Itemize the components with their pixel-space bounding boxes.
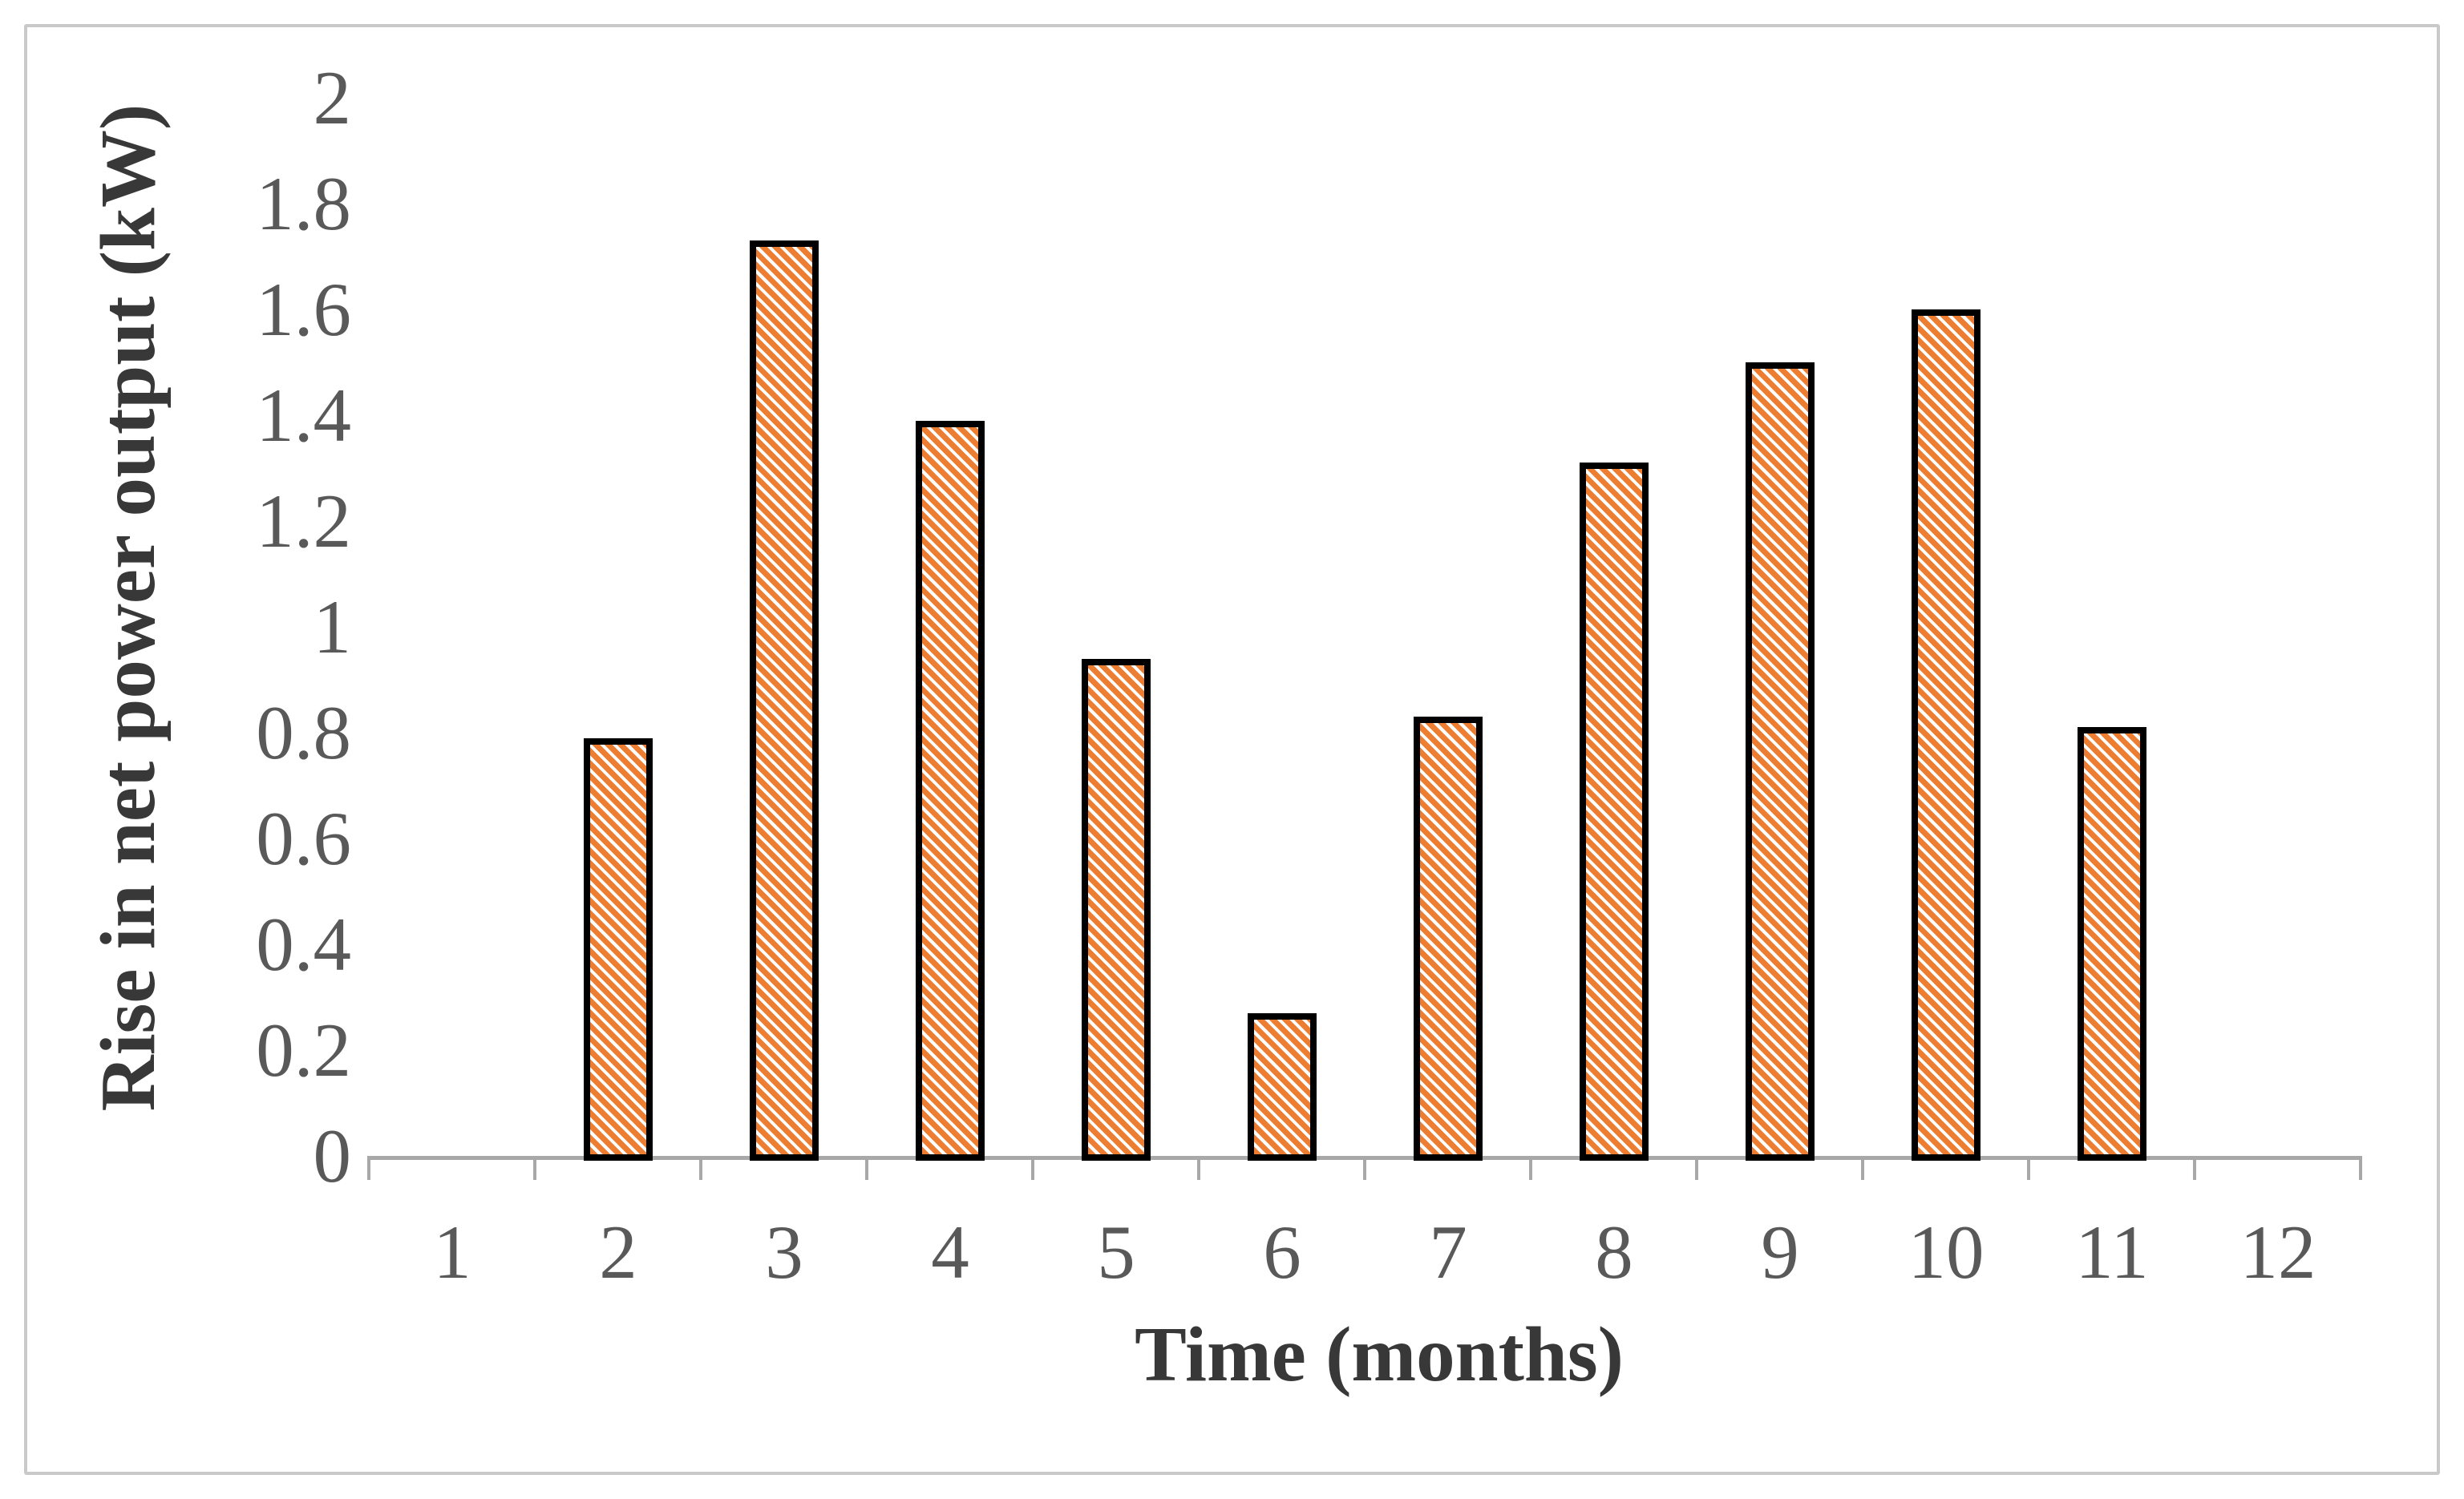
x-axis-tick — [699, 1156, 702, 1180]
x-axis-tick — [2027, 1156, 2030, 1180]
y-tick-label: 0.2 — [256, 1008, 351, 1093]
y-tick-label: 1.8 — [256, 161, 351, 246]
y-tick-label: 1 — [313, 584, 352, 669]
y-tick-label: 1.6 — [256, 267, 351, 352]
bar-month-11 — [2078, 727, 2146, 1161]
bar-month-4 — [916, 421, 985, 1161]
x-axis-tick — [1695, 1156, 1698, 1180]
x-tick-label: 4 — [931, 1210, 969, 1295]
x-axis-tick — [1197, 1156, 1200, 1180]
x-axis-tick — [865, 1156, 868, 1180]
x-tick-label: 9 — [1761, 1210, 1799, 1295]
bar-month-9 — [1746, 362, 1815, 1161]
x-tick-label: 1 — [433, 1210, 471, 1295]
bar-month-10 — [1912, 309, 1981, 1161]
x-axis-tick — [533, 1156, 536, 1180]
x-axis-tick — [2193, 1156, 2196, 1180]
y-tick-label: 0 — [313, 1113, 352, 1198]
x-axis-tick — [1861, 1156, 1864, 1180]
x-tick-label: 3 — [765, 1210, 803, 1295]
x-tick-label: 7 — [1429, 1210, 1467, 1295]
x-axis-tick — [1529, 1156, 1532, 1180]
figure-border — [24, 24, 2440, 1475]
x-tick-label: 12 — [2239, 1210, 2316, 1295]
bar-month-8 — [1580, 463, 1649, 1161]
x-axis-tick — [2359, 1156, 2362, 1180]
y-tick-label: 1.4 — [256, 373, 351, 458]
x-tick-label: 6 — [1263, 1210, 1301, 1295]
x-axis-tick — [1031, 1156, 1034, 1180]
bar-month-3 — [750, 240, 819, 1161]
bar-month-7 — [1414, 717, 1483, 1161]
x-tick-label: 5 — [1097, 1210, 1135, 1295]
y-tick-label: 0.4 — [256, 902, 351, 987]
bar-month-2 — [584, 738, 653, 1161]
y-tick-label: 0.8 — [256, 690, 351, 775]
x-tick-label: 10 — [1908, 1210, 1985, 1295]
y-tick-label: 2 — [313, 55, 352, 140]
bar-month-5 — [1082, 659, 1151, 1161]
x-axis-tick — [367, 1156, 370, 1180]
y-tick-label: 1.2 — [256, 479, 351, 564]
y-tick-label: 0.6 — [256, 796, 351, 881]
x-tick-label: 11 — [2075, 1210, 2149, 1295]
x-tick-label: 8 — [1595, 1210, 1633, 1295]
bar-month-6 — [1248, 1013, 1317, 1161]
x-axis-title: Time (months) — [1135, 1311, 1624, 1397]
x-axis-tick — [1363, 1156, 1366, 1180]
x-tick-label: 2 — [599, 1210, 637, 1295]
